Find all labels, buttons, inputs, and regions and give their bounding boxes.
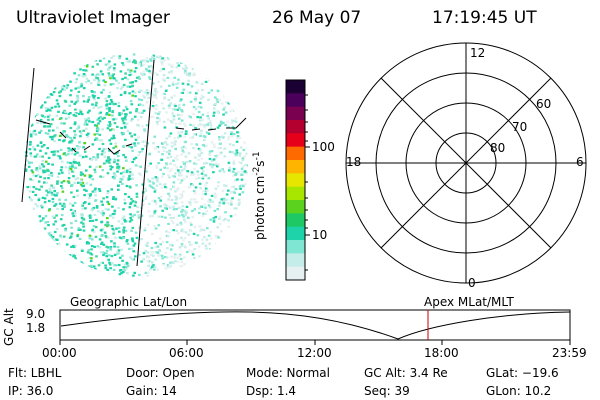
image-title: Ultraviolet Imager bbox=[16, 8, 170, 28]
timeline-right-label: Apex MLat/MLT bbox=[424, 295, 514, 309]
timeline-y-tick-9: 9.0 bbox=[26, 307, 46, 321]
image-date: 26 May 07 bbox=[272, 8, 362, 28]
info-door: Door: Open bbox=[126, 366, 195, 380]
coastline-center bbox=[107, 143, 133, 155]
timeline-plot bbox=[59, 309, 571, 345]
timeline-left-label: Geographic Lat/Lon bbox=[70, 295, 188, 309]
info-mode: Mode: Normal bbox=[246, 366, 330, 380]
info-seq: Seq: 39 bbox=[364, 384, 410, 398]
info-gc-alt: GC Alt: 3.4 Re bbox=[364, 366, 448, 380]
timeline-x-tick-0000: 00:00 bbox=[42, 346, 77, 360]
meridian-line-left bbox=[21, 67, 35, 203]
timeline-x-tick-2359: 23:59 bbox=[552, 346, 587, 360]
lat-label-60: 60 bbox=[536, 97, 552, 111]
altitude-curve bbox=[60, 311, 571, 340]
info-ip: IP: 36.0 bbox=[8, 384, 54, 398]
info-filter: Flt: LBHL bbox=[8, 366, 62, 380]
uv-disc-image bbox=[21, 53, 248, 277]
mlt-label-12: 12 bbox=[470, 46, 486, 60]
info-glat: GLat: −19.6 bbox=[486, 366, 559, 380]
timeline-x-tick-1200: 12:00 bbox=[297, 346, 332, 360]
timeline-y-axis-label: GC Alt bbox=[2, 308, 16, 346]
timeline-x-tick-0600: 06:00 bbox=[169, 346, 204, 360]
mlt-label-18: 18 bbox=[346, 155, 362, 169]
info-gain: Gain: 14 bbox=[126, 384, 177, 398]
lat-label-80: 80 bbox=[490, 141, 506, 155]
coastline-right bbox=[175, 117, 247, 131]
timeline-x-tick-1800: 18:00 bbox=[424, 346, 459, 360]
coastline-left bbox=[35, 119, 91, 153]
lat-label-70: 70 bbox=[512, 120, 528, 134]
colorbar-tick-100: 100 bbox=[312, 140, 335, 154]
mlt-label-0: 0 bbox=[468, 276, 476, 290]
meridian-line-center bbox=[136, 59, 155, 267]
polar-grid bbox=[345, 42, 587, 284]
info-dsp: Dsp: 1.4 bbox=[246, 384, 297, 398]
color-bar bbox=[285, 79, 310, 281]
image-time: 17:19:45 UT bbox=[432, 8, 537, 28]
mlt-label-6: 6 bbox=[576, 155, 584, 169]
colorbar-unit-label: photon cm-2s-1 bbox=[252, 151, 267, 240]
info-glon: GLon: 10.2 bbox=[486, 384, 552, 398]
colorbar-tick-10: 10 bbox=[312, 228, 328, 242]
timeline-y-tick-1-8: 1.8 bbox=[26, 321, 46, 335]
